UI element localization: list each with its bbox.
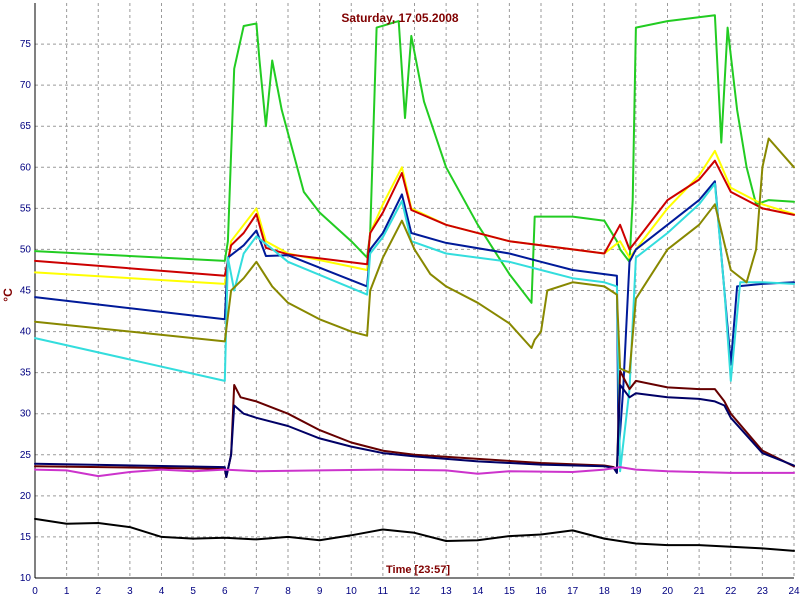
x-tick-label: 18 xyxy=(599,586,611,597)
x-tick-label: 13 xyxy=(441,586,453,597)
x-tick-label: 12 xyxy=(409,586,421,597)
x-tick-label: 10 xyxy=(346,586,358,597)
series-line-9 xyxy=(34,466,795,478)
x-tick-label: 1 xyxy=(64,586,70,597)
x-tick-label: 2 xyxy=(95,586,101,597)
y-tick-label: 60 xyxy=(20,162,32,173)
x-tick-label: 16 xyxy=(535,586,547,597)
y-tick-label: 40 xyxy=(20,327,32,338)
y-tick-label: 75 xyxy=(20,39,32,50)
x-tick-label: 24 xyxy=(788,586,800,597)
y-tick-label: 10 xyxy=(20,573,32,584)
x-tick-label: 0 xyxy=(32,586,38,597)
x-tick-label: 8 xyxy=(285,586,291,597)
y-tick-label: 65 xyxy=(20,121,32,132)
x-tick-label: 20 xyxy=(662,586,674,597)
x-tick-label: 19 xyxy=(630,586,642,597)
x-tick-label: 17 xyxy=(567,586,579,597)
series-line-8 xyxy=(34,384,795,478)
y-tick-label: 35 xyxy=(20,368,32,379)
x-tick-label: 15 xyxy=(504,586,516,597)
y-tick-label: 15 xyxy=(20,532,32,543)
y-tick-label: 70 xyxy=(20,80,32,91)
x-tick-label: 4 xyxy=(159,586,165,597)
grid xyxy=(35,3,795,578)
x-tick-label: 6 xyxy=(222,586,228,597)
series-line-6 xyxy=(34,137,795,374)
x-tick-label: 7 xyxy=(254,586,260,597)
x-tick-label: 23 xyxy=(757,586,769,597)
y-tick-label: 50 xyxy=(20,244,32,255)
x-tick-label: 11 xyxy=(378,586,389,597)
y-tick-label: 30 xyxy=(20,409,32,420)
y-tick-label: 55 xyxy=(20,203,32,214)
x-tick-label: 21 xyxy=(694,586,706,597)
tick-labels: 0 1 2 3 4 5 6 7 8 9 10 11 12 13 14 15 16 17 18 19 20 21 22 23 24… xyxy=(20,39,800,597)
x-tick-label: 22 xyxy=(725,586,737,597)
series-lines xyxy=(34,14,795,552)
series-line-3 xyxy=(34,159,795,277)
series-line-1 xyxy=(34,14,795,304)
x-tick-label: 5 xyxy=(190,586,196,597)
y-tick-label: 25 xyxy=(20,450,32,461)
axes xyxy=(34,3,794,579)
x-tick-label: 9 xyxy=(317,586,323,597)
series-line-7 xyxy=(34,370,795,478)
y-tick-label: 20 xyxy=(20,491,32,502)
series-line-10 xyxy=(34,517,795,552)
y-axis-label: °C xyxy=(1,288,15,302)
y-tick-label: 45 xyxy=(20,286,32,297)
x-axis-label: Time [23:57] xyxy=(386,564,450,576)
x-tick-label: 14 xyxy=(472,586,484,597)
x-tick-label: 3 xyxy=(127,586,133,597)
chart-title: Saturday, 17.05.2008 xyxy=(341,11,459,25)
